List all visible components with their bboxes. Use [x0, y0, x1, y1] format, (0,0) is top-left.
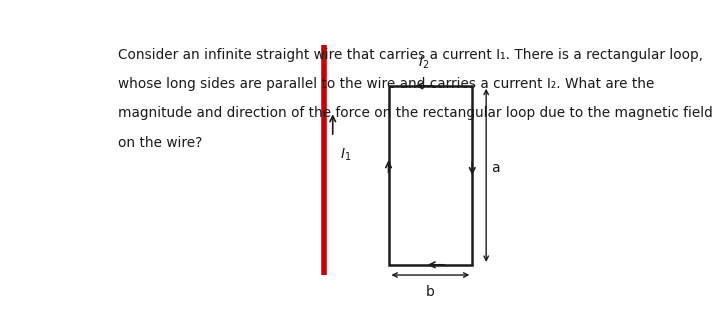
Bar	[389, 86, 472, 265]
Text: on the wire?: on the wire?	[118, 136, 202, 150]
Text: $\mathit{I}_2$: $\mathit{I}_2$	[418, 54, 429, 70]
Text: b: b	[426, 285, 435, 299]
Text: Consider an infinite straight wire that carries a current I₁. There is a rectang: Consider an infinite straight wire that …	[118, 47, 703, 61]
Text: whose long sides are parallel to the wire and carries a current I₂. What are the: whose long sides are parallel to the wir…	[118, 77, 654, 91]
Text: magnitude and direction of the force on the rectangular loop due to the magnetic: magnitude and direction of the force on …	[118, 106, 713, 120]
Text: a: a	[490, 161, 499, 175]
Text: $\mathit{I}_1$: $\mathit{I}_1$	[340, 147, 351, 163]
